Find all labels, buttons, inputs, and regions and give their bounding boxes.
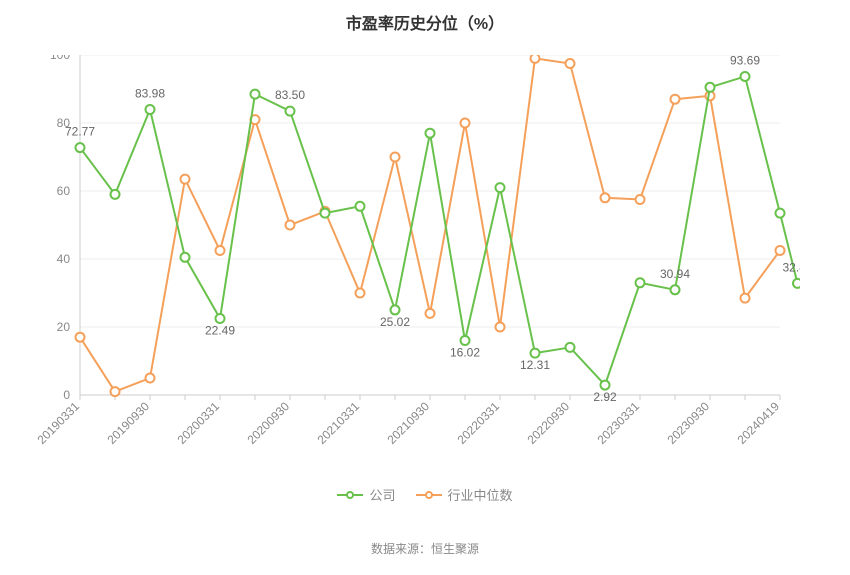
svg-text:12.31: 12.31 <box>520 358 550 372</box>
svg-text:100: 100 <box>50 55 70 62</box>
svg-text:20190930: 20190930 <box>104 399 152 447</box>
svg-text:20230331: 20230331 <box>594 399 642 447</box>
svg-text:16.02: 16.02 <box>450 346 480 360</box>
svg-text:20: 20 <box>57 320 71 334</box>
svg-text:2.92: 2.92 <box>593 390 617 404</box>
chart-plot: 0204060801002019033120190930202003312020… <box>0 55 800 485</box>
svg-text:20230930: 20230930 <box>664 399 712 447</box>
svg-text:60: 60 <box>57 184 71 198</box>
svg-text:20240419: 20240419 <box>734 399 782 447</box>
svg-text:30.94: 30.94 <box>660 267 690 281</box>
svg-text:20220331: 20220331 <box>454 399 502 447</box>
chart-source: 数据来源：恒生聚源 <box>0 540 850 557</box>
legend-marker <box>416 488 442 502</box>
svg-text:93.69: 93.69 <box>730 55 760 67</box>
svg-text:20190331: 20190331 <box>34 399 82 447</box>
svg-text:40: 40 <box>57 252 71 266</box>
chart-legend: 公司 行业中位数 <box>0 485 850 505</box>
legend-marker <box>337 488 363 502</box>
source-value: 恒生聚源 <box>431 542 479 556</box>
svg-text:72.77: 72.77 <box>65 125 95 139</box>
svg-text:83.98: 83.98 <box>135 86 165 100</box>
svg-text:25.02: 25.02 <box>380 315 410 329</box>
legend-item[interactable]: 公司 <box>337 485 395 504</box>
svg-text:20210331: 20210331 <box>314 399 362 447</box>
source-prefix: 数据来源： <box>371 542 431 556</box>
svg-text:20220930: 20220930 <box>524 399 572 447</box>
svg-text:20200930: 20200930 <box>244 399 292 447</box>
legend-label: 公司 <box>369 485 395 504</box>
legend-label: 行业中位数 <box>448 485 513 504</box>
chart-container: 市盈率历史分位（%） 02040608010020190331201909302… <box>0 0 850 575</box>
svg-text:0: 0 <box>63 388 70 402</box>
svg-text:20210930: 20210930 <box>384 399 432 447</box>
legend-item[interactable]: 行业中位数 <box>416 485 513 504</box>
svg-text:32.83: 32.83 <box>782 260 800 274</box>
chart-title: 市盈率历史分位（%） <box>0 10 850 34</box>
svg-text:83.50: 83.50 <box>275 88 305 102</box>
svg-text:20200331: 20200331 <box>174 399 222 447</box>
svg-text:22.49: 22.49 <box>205 324 235 338</box>
